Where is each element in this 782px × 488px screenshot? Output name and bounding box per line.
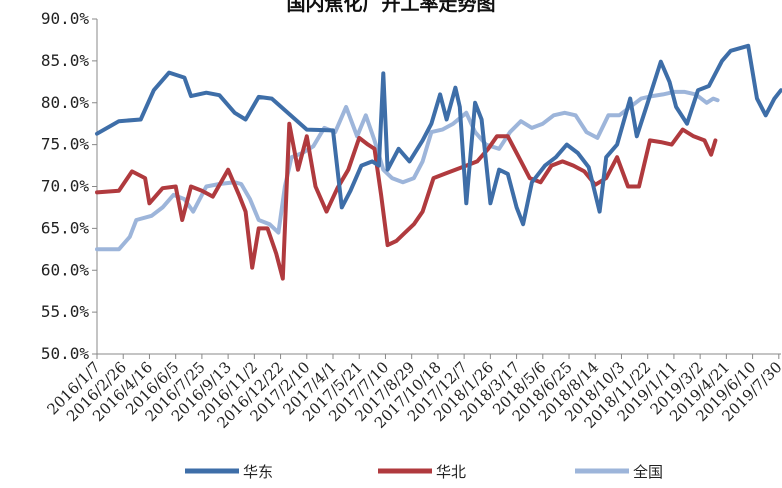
y-tick-label: 70.0%: [41, 177, 90, 196]
y-tick-label: 80.0%: [41, 93, 90, 112]
legend-label: 全国: [633, 463, 663, 481]
y-axis: 50.0% 55.0% 60.0% 65.0% 70.0% 75.0% 80.0% 85.0%…: [41, 9, 98, 363]
x-axis: 2016/1/72016/2/262016/4/162016/6/52016/7…: [43, 353, 782, 432]
y-tick-label: 55.0%: [41, 302, 90, 321]
legend-label: 华东: [243, 463, 273, 481]
series-line-2: [95, 89, 720, 252]
series-line-0: [95, 43, 782, 227]
series-lines: [95, 43, 782, 281]
y-tick-label: 60.0%: [41, 260, 90, 279]
legend-label: 华北: [436, 463, 466, 481]
chart-title: 国内焦化厂开工率走势图: [286, 0, 495, 15]
y-tick-label: 90.0%: [41, 9, 90, 28]
y-tick-label: 50.0%: [41, 344, 90, 363]
y-tick-label: 65.0%: [41, 218, 90, 237]
series-line-1: [95, 121, 718, 281]
y-tick-label: 75.0%: [41, 135, 90, 154]
legend: 华东 华北 全国: [185, 463, 663, 481]
y-tick-label: 85.0%: [41, 51, 90, 70]
